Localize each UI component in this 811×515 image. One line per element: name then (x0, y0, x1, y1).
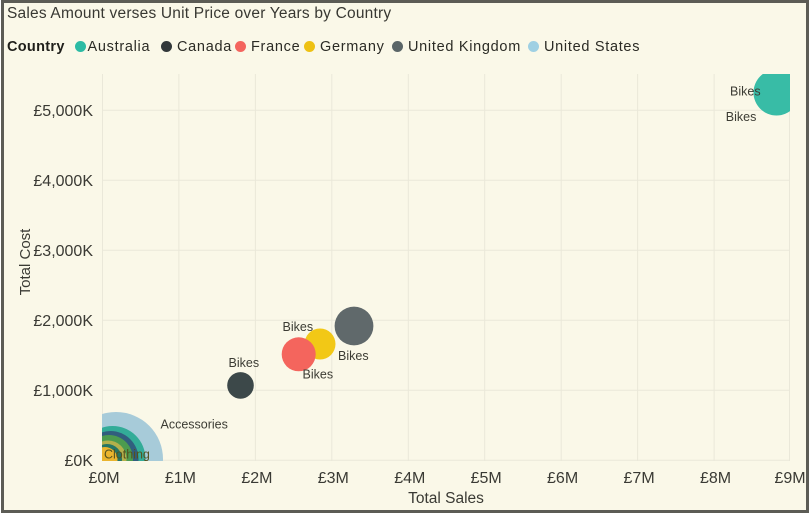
svg-text:Bikes: Bikes (228, 356, 259, 370)
svg-text:Bikes: Bikes (302, 368, 333, 382)
svg-text:Bikes: Bikes (730, 85, 761, 99)
svg-text:Bikes: Bikes (282, 320, 313, 334)
svg-text:Accessories: Accessories (160, 418, 227, 432)
svg-text:Bikes: Bikes (338, 349, 369, 363)
svg-text:Bikes: Bikes (725, 110, 756, 124)
svg-text:Clothing: Clothing (104, 448, 150, 462)
